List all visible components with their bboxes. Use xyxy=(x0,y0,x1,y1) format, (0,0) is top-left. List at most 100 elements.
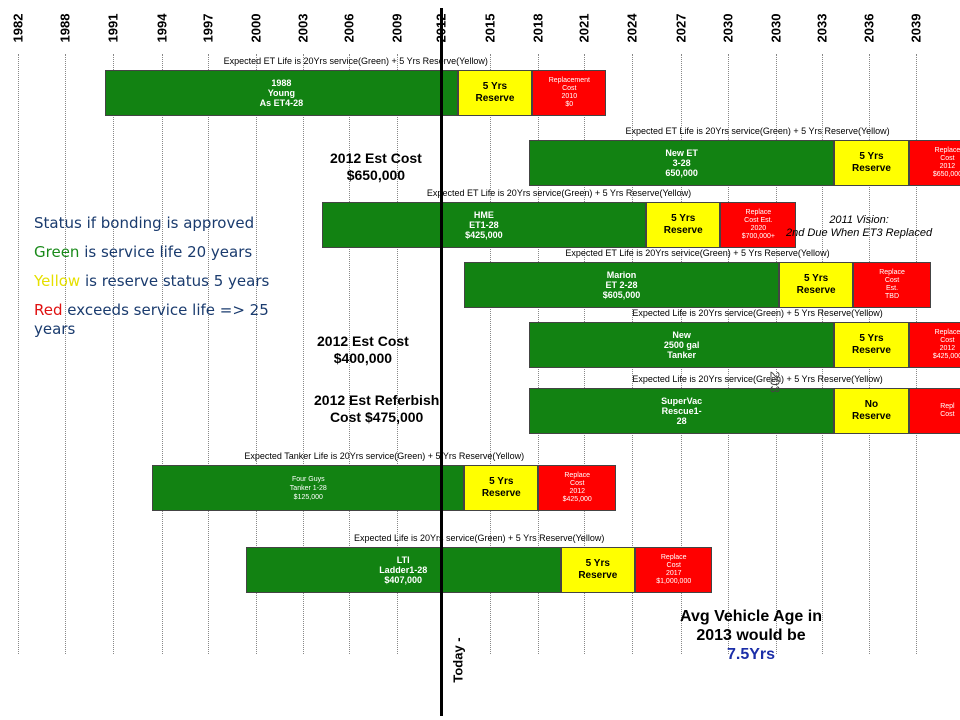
year-tick: 2033 xyxy=(812,2,832,54)
legend-red-rest: exceeds service life => 25 years xyxy=(34,301,269,338)
gridline xyxy=(349,54,350,654)
row-caption: Expected ET Life is 20Yrs service(Green)… xyxy=(565,248,830,258)
year-tick-label: 2003 xyxy=(295,13,311,43)
replace-bar-label: Replace Cost 2012 $425,000 xyxy=(932,329,960,360)
year-tick: 1994 xyxy=(152,2,172,54)
year-tick-label: 2039 xyxy=(908,13,924,43)
gridline xyxy=(113,54,114,654)
row-caption: Expected Life is 20Yrs service(Green) + … xyxy=(632,308,883,318)
legend-green-rest: is service life 20 years xyxy=(79,243,253,261)
service-bar-label: LTI Ladder1-28 $407,000 xyxy=(379,555,428,585)
reserve-bar-label: 5 Yrs Reserve xyxy=(796,273,836,296)
year-tick-label: 2036 xyxy=(861,13,877,43)
year-tick: 2018 xyxy=(528,2,548,54)
year-tick-label: 2000 xyxy=(248,13,264,43)
row-caption: Expected ET Life is 20Yrs service(Green)… xyxy=(426,188,692,198)
year-tick: 2021 xyxy=(574,2,594,54)
legend-red-word: Red xyxy=(34,301,63,319)
gridline xyxy=(397,54,398,654)
reserve-bar: 5 Yrs Reserve xyxy=(560,547,635,593)
year-tick: 1991 xyxy=(103,2,123,54)
year-tick: 1982 xyxy=(8,2,28,54)
year-tick: 2000 xyxy=(246,2,266,54)
today-label: Today - xyxy=(450,637,466,683)
gridline xyxy=(208,54,209,654)
legend-text: Status if bonding is approved Green is s… xyxy=(34,214,274,349)
year-tick: 2024 xyxy=(622,2,642,54)
replace-bar: Replace Cost 2012 $425,000 xyxy=(908,322,960,368)
est-cost-note-1: 2012 Est Cost $650,000 xyxy=(330,150,422,183)
replace-bar: Replace Cost Est. TBD xyxy=(853,262,931,308)
year-tick: 2015 xyxy=(480,2,500,54)
service-bar: 1988 Young As ET4-28 xyxy=(105,70,458,116)
reserve-bar: 5 Yrs Reserve xyxy=(457,70,533,116)
legend-yellow-rest: is reserve status 5 years xyxy=(80,272,270,290)
service-bar-label: New ET 3-28 650,000 xyxy=(665,148,698,178)
replace-bar: Replace Cost Est. 2020 $700,000+ xyxy=(720,202,797,248)
year-tick-label: 2027 xyxy=(673,13,689,43)
gridline xyxy=(162,54,163,654)
year-tick-label: 1988 xyxy=(57,13,73,43)
year-tick-label: 2024 xyxy=(624,13,640,43)
replace-bar-label: Repl Cost xyxy=(940,403,955,418)
service-bar-label: SuperVac Rescue1- 28 xyxy=(661,396,703,426)
year-tick-label: 2009 xyxy=(389,13,405,43)
year-tick-label: 2030 xyxy=(768,13,784,43)
service-bar-label: Marion ET 2-28 $605,000 xyxy=(602,270,641,300)
legend-yellow-word: Yellow xyxy=(34,272,81,290)
reserve-bar-label: 5 Yrs Reserve xyxy=(852,151,891,174)
year-tick-label: 2006 xyxy=(341,13,357,43)
avg-value: 7.5Yrs xyxy=(726,646,776,663)
reserve-bar: 5 Yrs Reserve xyxy=(778,262,854,308)
replace-bar-label: Replace Cost Est. TBD xyxy=(879,269,905,300)
year-tick: 2036 xyxy=(859,2,879,54)
year-tick-label: 1991 xyxy=(105,13,121,43)
gridline xyxy=(18,54,19,654)
row-caption: Expected Tanker Life is 20Yrs service(Gr… xyxy=(244,451,525,461)
year-tick-label: 1982 xyxy=(10,13,26,43)
year-tick: 2006 xyxy=(339,2,359,54)
year-tick-label: 1994 xyxy=(154,13,170,43)
legend-red: Red exceeds service life => 25 years xyxy=(34,301,274,339)
reserve-bar: 5 Yrs Reserve xyxy=(464,465,539,511)
reserve-bar-label: 5 Yrs Reserve xyxy=(578,558,618,581)
year-tick-label: 1997 xyxy=(200,13,216,43)
service-bar: Four Guys Tanker 1-28 $125,000 xyxy=(152,465,465,511)
replace-bar-label: Replace Cost 2017 $1,000,000 xyxy=(656,554,692,585)
service-bar-label: New 2500 gal Tanker xyxy=(663,330,700,360)
reserve-bar: 5 Yrs Reserve xyxy=(834,140,909,186)
year-tick-label: 2033 xyxy=(814,13,830,43)
year-tick: 2027 xyxy=(671,2,691,54)
service-bar-label: HME ET1-28 $425,000 xyxy=(465,210,503,240)
reserve-bar-label: 5 Yrs Reserve xyxy=(481,476,521,499)
reserve-bar-label: 5 Yrs Reserve xyxy=(852,333,891,356)
row-caption: Expected Life is 20Yrs service(Green) + … xyxy=(353,533,605,543)
year-tick: 2003 xyxy=(293,2,313,54)
year-tick: 2009 xyxy=(387,2,407,54)
year-tick-label: 2018 xyxy=(530,13,546,43)
service-bar: LTI Ladder1-28 $407,000 xyxy=(245,547,561,593)
service-bar-label: 1988 Young As ET4-28 xyxy=(259,78,304,108)
reserve-bar-label: No Reserve xyxy=(852,399,891,422)
row-caption: Expected ET Life is 20Yrs service(Green)… xyxy=(625,126,890,136)
replace-bar-label: Replace Cost 2012 $650,000 xyxy=(932,147,960,178)
year-tick-label: 2030 xyxy=(720,13,736,43)
cut-off-year-text: 203 xyxy=(767,371,783,393)
est-cost-note-2: 2012 Est Cost $400,000 xyxy=(317,333,409,366)
service-bar: New ET 3-28 650,000 xyxy=(528,140,835,186)
legend-green-word: Green xyxy=(34,243,80,261)
row-caption: Expected ET Life is 20Yrs service(Green)… xyxy=(223,56,488,66)
service-bar-label: Four Guys Tanker 1-28 $125,000 xyxy=(289,475,327,501)
vision-note: 2011 Vision: 2nd Due When ET3 Replaced xyxy=(786,214,933,239)
replace-bar: Replace Cost 2017 $1,000,000 xyxy=(634,547,713,593)
year-tick: 2030 xyxy=(718,2,738,54)
avg-line-1: Avg Vehicle Age in xyxy=(680,608,822,625)
service-bar: New 2500 gal Tanker xyxy=(528,322,835,368)
avg-line-2: 2013 would be xyxy=(696,627,806,644)
year-tick-label: 2021 xyxy=(576,13,592,43)
row-caption: Expected Life is 20Yrs service(Green) + … xyxy=(632,374,883,384)
reserve-bar: 5 Yrs Reserve xyxy=(646,202,721,248)
replace-bar: Repl Cost xyxy=(908,388,960,434)
replace-bar-label: Replace Cost Est. 2020 $700,000+ xyxy=(741,209,776,240)
